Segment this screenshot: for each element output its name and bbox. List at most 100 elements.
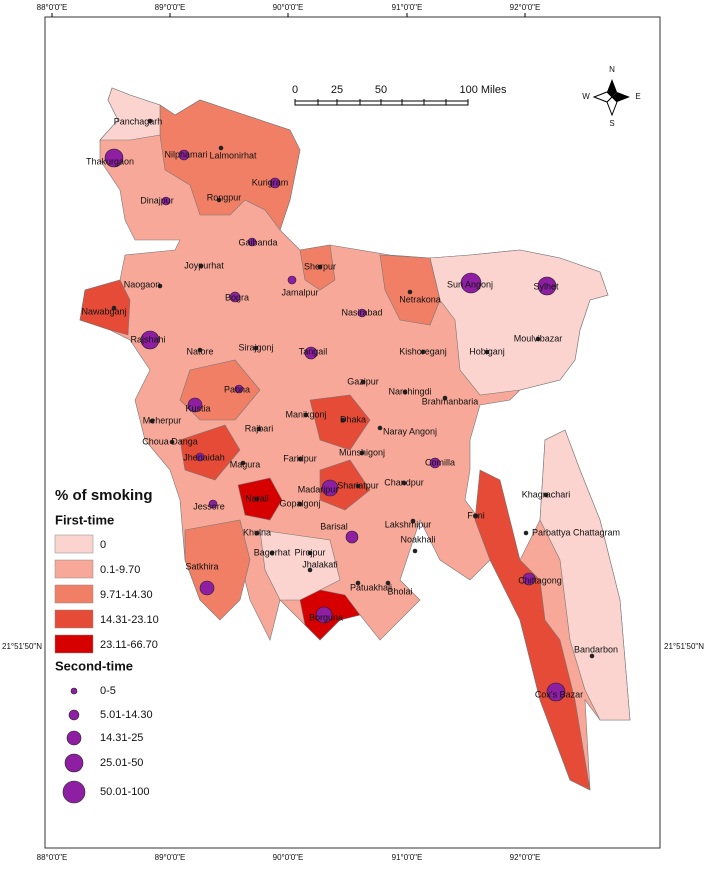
district-label: Nasirabad — [341, 307, 382, 317]
legend-label: 23.11-66.70 — [100, 639, 158, 651]
district-marker — [216, 197, 222, 203]
district-label: Rajbari — [245, 423, 274, 433]
district-marker — [297, 501, 303, 507]
district-label: Faridpur — [283, 453, 317, 463]
district-label: Bandarbon — [574, 644, 618, 654]
district-marker — [321, 479, 339, 497]
coord-label: 90°0'0"E — [273, 3, 304, 12]
compass-arrow — [612, 92, 630, 102]
district-marker — [543, 492, 549, 498]
district-marker — [359, 450, 365, 456]
compass-label: N — [609, 65, 615, 74]
district-marker — [420, 349, 426, 355]
coord-label: 89°0'0"E — [155, 853, 186, 862]
district-label: Thakurgaon — [86, 156, 134, 166]
district-marker — [377, 425, 383, 431]
district-marker — [195, 452, 205, 462]
legend-swatch — [54, 584, 94, 604]
district-marker — [253, 345, 259, 351]
compass-label: W — [582, 92, 590, 101]
district-marker — [169, 439, 175, 445]
legend-subtitle: Second-time — [55, 658, 133, 673]
scale-label: 0 — [292, 84, 298, 96]
district-label: Natore — [186, 346, 213, 356]
land — [79, 87, 631, 791]
district-marker — [157, 283, 163, 289]
district-label: Manikgonj — [285, 409, 326, 419]
region — [474, 469, 591, 791]
legend-title: % of smoking — [55, 487, 153, 504]
district-marker — [197, 347, 203, 353]
district-marker — [522, 572, 536, 586]
district-label: Borguna — [309, 612, 343, 622]
coord-label: 88°0'0"E — [37, 3, 68, 12]
district-marker — [307, 550, 313, 556]
district-marker — [410, 518, 416, 524]
district-marker — [402, 389, 408, 395]
district-label: Moulvibazar — [514, 333, 563, 343]
district-label: Jamalpur — [281, 287, 318, 297]
compass-arrow — [607, 79, 617, 97]
district-label: Netrakona — [399, 294, 441, 304]
coord-label: 92°0'0"E — [510, 3, 541, 12]
district-marker — [229, 291, 241, 303]
district-label: Patuakhali — [350, 582, 392, 592]
region — [319, 459, 371, 511]
district-marker — [297, 456, 303, 462]
district-label: Chittagong — [518, 575, 562, 585]
district-marker — [187, 397, 203, 413]
legend-subtitle: First-time — [55, 512, 114, 527]
coord-label: 88°0'0"E — [37, 853, 68, 862]
region — [184, 519, 251, 621]
district-label: Dinajpur — [140, 195, 174, 205]
coord-label: 21°51'50"N — [2, 642, 42, 651]
legend-label: 14.31-25 — [100, 732, 143, 744]
compass-label: S — [609, 119, 614, 128]
district-label: Bholai — [387, 586, 412, 596]
legend-label: 25.01-50 — [100, 757, 143, 769]
district-marker — [269, 177, 281, 189]
district-marker — [218, 145, 224, 151]
region — [539, 429, 631, 721]
district-marker — [412, 548, 418, 554]
district-marker — [247, 237, 257, 247]
district-marker — [149, 418, 155, 424]
region — [159, 99, 301, 231]
district-marker — [287, 275, 297, 285]
district-label: Panchagarh — [114, 116, 163, 126]
compass-label: E — [635, 92, 640, 101]
district-label: Brahmanbaria — [422, 396, 479, 406]
legend-marker — [64, 753, 84, 773]
district-label: Dhaka — [340, 414, 366, 424]
district-marker — [535, 336, 541, 342]
scale-label: 50 — [375, 84, 387, 96]
district-label: Sherpur — [304, 261, 336, 271]
district-label: Chandpur — [384, 477, 424, 487]
scale-bar: 0 25 50 100 Miles — [292, 84, 507, 106]
legend-label: 5.01-14.30 — [100, 709, 153, 721]
region — [179, 424, 241, 481]
district-label: Narail — [245, 493, 269, 503]
district-label: Gaibanda — [238, 237, 277, 247]
district-label: Munshigonj — [339, 447, 385, 457]
district-label: Rongpur — [207, 192, 242, 202]
district-marker — [234, 384, 244, 394]
district-label: Kishoreganj — [399, 346, 447, 356]
legend-label: 14.31-23.10 — [100, 614, 159, 626]
district-marker — [589, 653, 595, 659]
district-label: Cox's Bazar — [535, 689, 583, 699]
scale-label: 100 Miles — [459, 84, 507, 96]
district-marker — [317, 264, 323, 270]
district-label: Comilla — [425, 457, 455, 467]
district-marker — [198, 263, 204, 269]
district-label: Gazipur — [347, 376, 379, 386]
district-label: Nawabganj — [81, 306, 126, 316]
district-marker — [546, 682, 566, 702]
legend-swatch — [54, 634, 94, 654]
legend-marker — [66, 730, 82, 746]
district-marker — [254, 496, 260, 502]
district-marker — [429, 457, 441, 469]
district-label: Naray Angonj — [383, 426, 437, 436]
district-label: Kurigram — [252, 177, 289, 187]
